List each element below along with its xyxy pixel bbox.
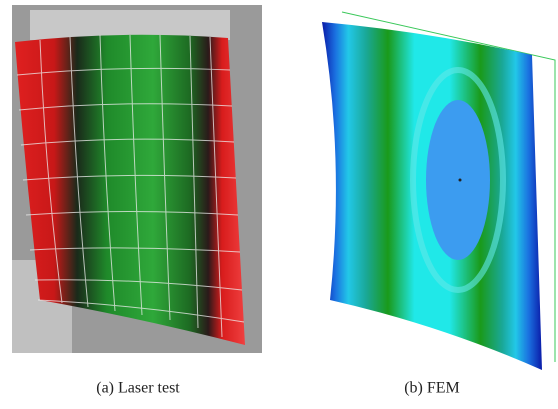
contour-center [426,100,490,260]
laser-photo [12,5,262,353]
figure: (a) Laser test (b) FEM [0,0,558,409]
caption: (a) Laser test [96,380,180,397]
fem-result [322,12,555,370]
caption: (b) FEM [404,380,460,397]
page: (a) Laser test (b) FEM (() => { const da… [0,0,558,409]
center-node [459,179,462,182]
